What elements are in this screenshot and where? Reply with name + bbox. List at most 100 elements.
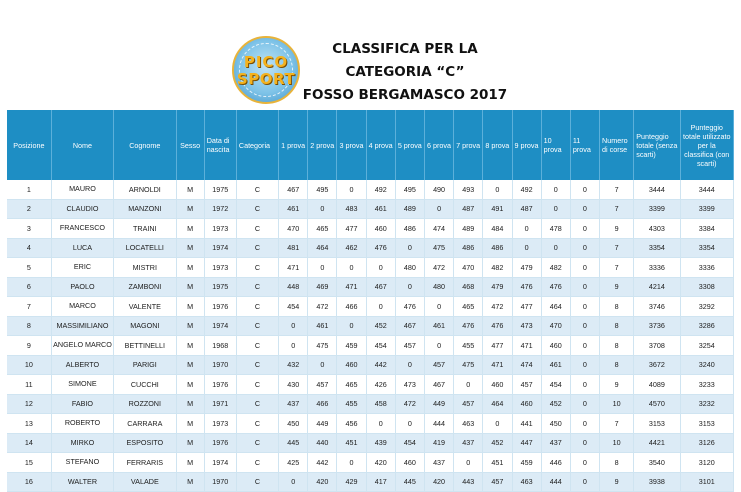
column-header: Numero di corse [599,110,635,180]
table-cell: 476 [482,316,513,336]
table-cell: 457 [482,472,513,492]
table-cell: 1974 [204,452,237,473]
table-cell: 451 [482,452,513,473]
table-cell: 3233 [680,374,734,395]
table-cell: 0 [336,316,367,336]
table-cell: 0 [424,335,455,356]
table-cell: 454 [541,374,571,395]
table-cell: 437 [541,433,571,453]
table-cell: 0 [307,257,338,278]
table-cell: 419 [424,433,455,453]
table-cell: 476 [512,277,542,297]
table-cell: 476 [453,316,484,336]
table-cell: M [176,452,205,473]
table-cell: MANZONI [113,199,177,219]
table-cell: 464 [541,296,571,317]
table-cell: 440 [307,433,338,453]
table-cell: 0 [570,180,601,200]
table-cell: 483 [336,199,367,219]
table-cell: 465 [336,374,367,395]
table-cell: 459 [512,452,542,473]
table-cell: 7 [7,296,52,317]
table-cell: 0 [570,218,601,239]
table-cell: ERIC [51,257,115,278]
table-cell: 8 [599,296,635,317]
table-cell: 477 [482,335,513,356]
table-cell: 12 [7,394,52,414]
table-cell: 0 [570,374,601,395]
table-cell: 467 [366,277,396,297]
table-cell: 482 [541,257,571,278]
table-cell: 8 [599,335,635,356]
table-cell: 450 [278,413,309,434]
table-cell: WALTER [51,472,115,492]
table-cell: 469 [307,277,338,297]
table-cell: 1972 [204,199,237,219]
table-cell: 461 [541,355,571,375]
table-cell: MAGONI [113,316,177,336]
table-cell: 437 [278,394,309,414]
table-cell: 477 [512,296,542,317]
table-cell: 7 [599,180,635,200]
table-cell: 437 [424,452,455,473]
table-cell: 1973 [204,413,237,434]
table-cell: 460 [482,374,513,395]
table-cell: C [236,296,280,317]
table-cell: MISTRI [113,257,177,278]
table-cell: 482 [482,257,513,278]
table-cell: C [236,452,280,473]
table-cell: 3399 [680,199,734,219]
table-cell: 472 [482,296,513,317]
table-cell: 4570 [633,394,681,414]
table-cell: 486 [395,218,425,239]
column-header: 4 prova [366,110,396,180]
table-cell: 466 [336,296,367,317]
table-cell: 457 [512,374,542,395]
table-cell: 9 [599,277,635,297]
table-cell: C [236,257,280,278]
table-cell: 0 [570,452,601,473]
table-cell: 4303 [633,218,681,239]
table-cell: M [176,296,205,317]
table-cell: 492 [366,180,396,200]
table-cell: STEFANO [51,452,115,473]
table-cell: 457 [307,374,338,395]
table-cell: 0 [541,238,571,258]
table-cell: 3 [7,218,52,239]
table-cell: C [236,394,280,414]
table-cell: 0 [570,316,601,336]
table-cell: 0 [395,238,425,258]
table-cell: 7 [599,238,635,258]
table-cell: 455 [453,335,484,356]
table-cell: 0 [424,296,455,317]
table-cell: 0 [453,452,484,473]
table-cell: M [176,433,205,453]
table-cell: 475 [424,238,455,258]
table-cell: 437 [453,433,484,453]
table-cell: M [176,374,205,395]
table-cell: 0 [570,394,601,414]
table-cell: 486 [482,238,513,258]
table-cell: 0 [336,452,367,473]
table-cell: 471 [336,277,367,297]
table-row: 2 CLAUDIO MANZONI M 1972 C 461 0 483 461 489 0 487 49… [7,199,734,219]
table-cell: 8 [599,316,635,336]
table-cell: 462 [336,238,367,258]
table-cell: 3286 [680,316,734,336]
table-cell: C [236,180,280,200]
column-header: Punteggio totale utilizzato per la class… [680,110,734,180]
table-cell: 451 [336,433,367,453]
column-header: Cognome [113,110,177,180]
table-cell: 11 [7,374,52,395]
table-cell: M [176,238,205,258]
table-cell: 3354 [633,238,681,258]
table-cell: 1970 [204,355,237,375]
table-cell: 3384 [680,218,734,239]
table-cell: 470 [278,218,309,239]
table-cell: 0 [278,472,309,492]
table-cell: MARCO [51,296,115,317]
table-cell: C [236,316,280,336]
table-cell: 467 [395,316,425,336]
table-cell: 3126 [680,433,734,453]
table-cell: 490 [424,180,455,200]
